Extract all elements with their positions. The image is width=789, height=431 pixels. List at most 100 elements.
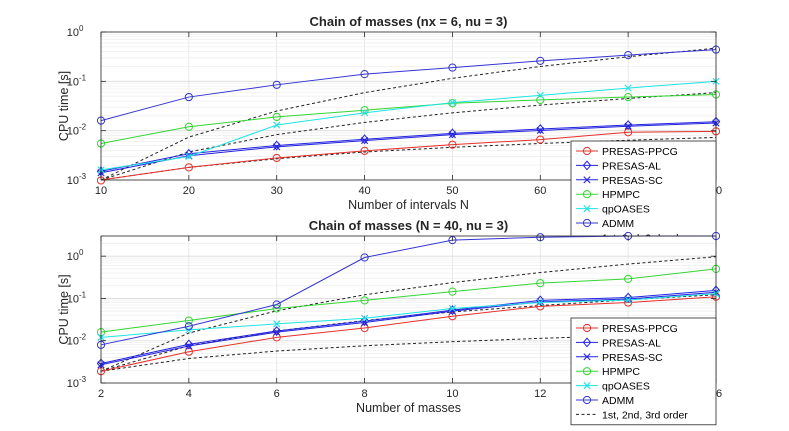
axes-frame [100,235,717,384]
y-tick-base: 10 [67,126,79,138]
legend-marker [582,337,592,348]
y-tick-exponent: -3 [79,375,87,384]
legend-marker [583,205,591,213]
data-point-hpmpc [360,106,369,115]
reference-line-order-2 [100,92,717,181]
legend-marker [582,218,592,228]
y-tick-exponent: -1 [79,73,87,82]
legend-item-reference: 1st, 2nd, 3rd order [576,409,688,421]
legend-label: qpOASES [602,204,650,216]
series-line-presas-sc [100,122,717,174]
legend-marker [582,395,592,405]
data-point-qpoases [185,152,193,161]
legend-item-admm: ADMM [576,218,634,230]
data-point-hpmpc [272,112,281,122]
data-point-hpmpc [184,316,193,325]
y-tick-label: 10 -3 [67,172,87,187]
data-point-admm [448,63,457,72]
axes-frame [100,31,717,181]
series-line-admm [100,49,717,122]
legend-label: PRESAS-SC [602,175,663,187]
series-line-presas-al [100,121,717,172]
legend-item-presas-al: PRESAS-AL [576,337,661,349]
legend: PRESAS-PPCG PRESAS-AL PRESAS-SC HPMPC qpOASE… [570,317,717,426]
data-point-presas-ppcg [360,323,369,333]
y-tick-label: 10 -1 [67,290,87,305]
data-point-presas-sc [624,295,632,303]
x-tick-label: 12 [534,388,546,400]
legend-item-presas-al: PRESAS-AL [576,160,661,172]
y-tick-label: 10 -1 [67,73,87,88]
data-point-admm [360,70,369,79]
legend: PRESAS-PPCG PRESAS-AL PRESAS-SC HPMPC qpOASE… [570,140,717,249]
legend-label: ADMM [602,395,634,407]
data-point-presas-ppcg [272,333,281,342]
data-point-admm [360,253,369,262]
x-tick-label: 10 [95,185,107,197]
legend-item-presas-sc: PRESAS-SC [576,352,663,364]
x-tick-label: 2 [98,388,104,400]
data-point-qpoases [536,91,544,99]
series-line-hpmpc [100,268,717,333]
x-axis-label: Number of intervals N [348,198,469,212]
data-point-presas-al [184,148,194,159]
y-tick-base: 10 [67,27,79,39]
y-tick-base: 10 [67,175,79,187]
x-axis-label: Number of masses [356,401,461,415]
series-line-hpmpc [100,94,717,144]
y-tick-exponent: -1 [79,290,87,299]
data-point-hpmpc [536,279,545,288]
data-point-qpoases [360,314,369,322]
data-point-hpmpc [536,95,545,105]
data-point-admm [184,92,193,102]
data-point-presas-ppcg [360,146,369,155]
legend-item-qpoases: qpOASES [576,204,650,216]
y-tick-base: 10 [67,293,79,305]
data-point-presas-sc [360,136,369,145]
legend-label: PRESAS-AL [602,160,661,172]
legend-marker [582,146,592,156]
data-point-qpoases [448,304,457,313]
data-point-admm [272,80,281,89]
data-point-presas-sc [624,122,632,130]
y-tick-exponent: -2 [79,333,87,342]
legend-item-presas-ppcg: PRESAS-PPCG [576,146,678,158]
data-point-presas-sc [448,131,457,139]
x-tick-label: 30 [271,185,283,197]
chart-title: Chain of masses (nx = 6, nu = 3) [310,14,508,29]
series-qpoases [97,77,720,174]
y-tick-exponent: -2 [79,123,87,132]
data-point-presas-sc [185,342,193,350]
legend-marker [583,353,591,361]
series-line-presas-ppcg [100,296,717,372]
data-point-admm [536,56,545,65]
legend-label: HPMPC [602,366,640,378]
y-tick-exponent: -3 [79,172,87,181]
data-point-presas-ppcg [448,312,457,321]
legend-item-presas-ppcg: PRESAS-PPCG [576,323,678,335]
y-tick-label: 10 -3 [67,375,87,390]
reference-line-order-3 [100,47,717,181]
legend-label: HPMPC [602,189,640,201]
x-tick-label: 8 [362,388,368,400]
data-point-admm [272,300,281,309]
series-line-presas-sc [100,291,717,366]
y-tick-label: 10 0 [67,24,84,39]
data-point-qpoases [273,320,281,328]
data-point-presas-ppcg [536,135,545,144]
data-point-hpmpc [624,274,633,283]
data-point-hpmpc [360,296,369,305]
x-tick-label: 40 [358,185,370,197]
y-tick-label: 10 0 [67,248,84,263]
chart-title: Chain of masses (N = 40, nu = 3) [309,218,508,233]
data-point-presas-sc [536,126,544,135]
y-tick-label: 10 -2 [67,333,87,348]
y-tick-base: 10 [67,378,79,390]
x-tick-label: 6 [274,388,280,400]
y-tick-label: 10 -2 [67,123,87,138]
series-line-presas-ppcg [100,130,717,181]
data-point-admm [624,51,633,60]
data-point-qpoases [536,298,544,307]
